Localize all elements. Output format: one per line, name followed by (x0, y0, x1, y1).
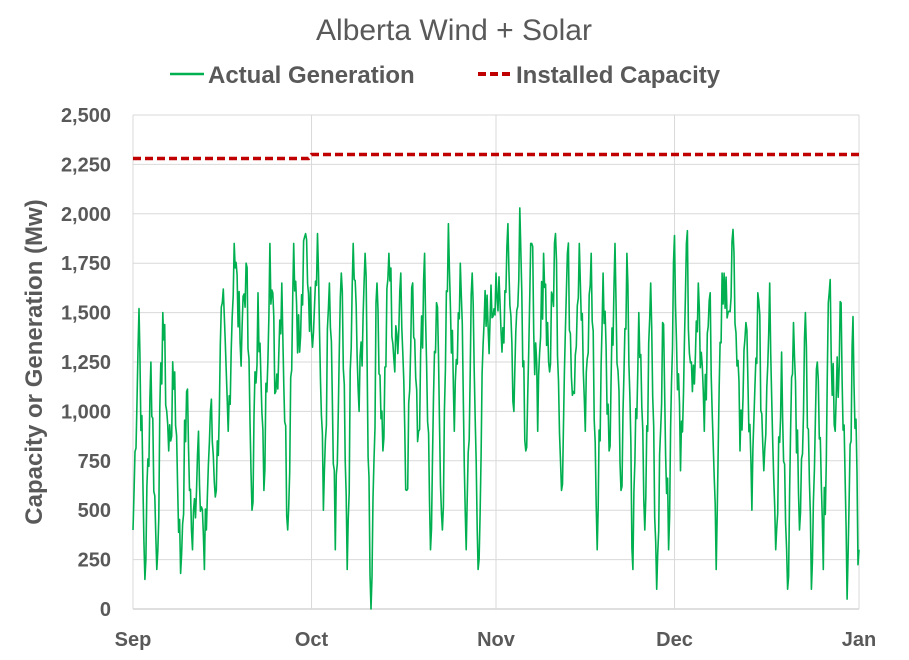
x-tick-label: Nov (477, 629, 516, 651)
y-tick-label: 250 (78, 550, 111, 572)
y-tick-label: 1,750 (61, 253, 111, 275)
series-line-actual-generation (132, 207, 860, 610)
legend-label-capacity: Installed Capacity (516, 62, 721, 89)
y-tick-label: 2,000 (61, 204, 111, 226)
legend-label-actual: Actual Generation (208, 62, 415, 89)
y-tick-label: 500 (78, 500, 111, 522)
x-tick-label: Dec (656, 629, 693, 651)
series-layer (132, 152, 860, 610)
y-axis-label: Capacity or Generation (Mw) (21, 199, 48, 524)
x-tick-label: Oct (295, 629, 329, 651)
y-tick-label: 1,000 (61, 401, 111, 423)
y-axis-ticks: 0 250 500 750 1,000 1,250 1,500 1,750 2,000 2,250… (61, 105, 111, 621)
y-tick-label: 2,500 (61, 105, 111, 127)
y-tick-label: 1,500 (61, 303, 111, 325)
series-line-installed-capacity (133, 152, 859, 161)
y-tick-label: 0 (100, 599, 111, 621)
y-tick-label: 2,250 (61, 154, 111, 176)
x-axis-ticks: Sep Oct Nov Dec Jan (115, 629, 877, 651)
y-tick-label: 1,250 (61, 352, 111, 374)
legend: Actual Generation Installed Capacity (170, 62, 721, 89)
x-tick-label: Jan (842, 629, 876, 651)
y-tick-label: 750 (78, 451, 111, 473)
chart-title: Alberta Wind + Solar (316, 14, 592, 47)
x-tick-label: Sep (115, 629, 152, 651)
